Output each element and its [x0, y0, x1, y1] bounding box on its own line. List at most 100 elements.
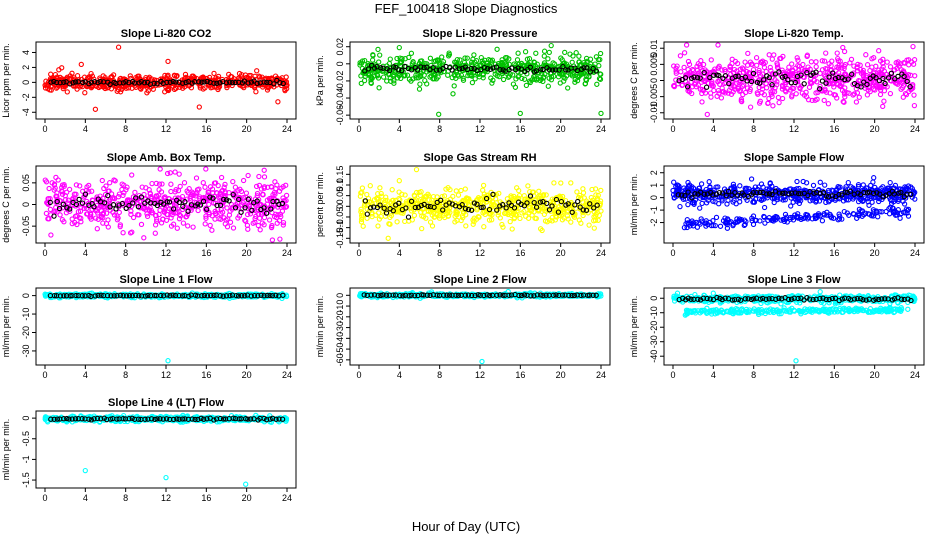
reference-point [716, 72, 722, 79]
data-point [177, 183, 183, 190]
data-point [223, 217, 229, 223]
data-point [173, 85, 179, 91]
y-tick-label: -0.04 [335, 88, 345, 109]
data-point [551, 61, 558, 67]
data-point [546, 75, 552, 81]
data-point [132, 83, 138, 89]
data-point [861, 72, 867, 79]
reference-point [757, 80, 763, 86]
reference-point [245, 196, 251, 202]
data-point [45, 82, 52, 88]
data-point [777, 55, 783, 62]
data-point [274, 75, 281, 81]
reference-point [166, 199, 173, 205]
outlier-point [78, 61, 84, 68]
data-point [732, 58, 739, 65]
data-points [42, 290, 290, 364]
reference-point [210, 195, 216, 201]
data-point [224, 205, 230, 211]
data-point [747, 86, 753, 92]
reference-point [587, 69, 593, 75]
reference-point [279, 200, 286, 207]
data-point [230, 204, 236, 210]
reference-point [56, 205, 63, 212]
data-point [254, 68, 260, 74]
data-point [709, 78, 715, 85]
data-point [377, 52, 383, 58]
data-point [128, 208, 134, 214]
reference-point [581, 65, 587, 71]
data-point [576, 53, 582, 59]
data-point [209, 227, 215, 233]
data-point [274, 220, 280, 226]
data-point [766, 52, 772, 58]
data-point [93, 215, 99, 221]
reference-point [769, 82, 775, 88]
x-tick-label: 24 [596, 248, 606, 258]
data-point [887, 179, 893, 186]
data-point [558, 180, 564, 186]
data-point [117, 89, 124, 95]
y-tick-label: -2 [649, 219, 659, 227]
data-point [488, 75, 494, 81]
data-point [159, 181, 165, 187]
data-point [202, 221, 208, 227]
reference-point [261, 79, 267, 85]
reference-point [248, 79, 255, 85]
y-tick-label: -1 [649, 206, 659, 214]
data-point [73, 182, 80, 188]
data-point [789, 85, 795, 91]
x-tick-label: 12 [161, 370, 171, 380]
reference-point [546, 67, 553, 73]
reference-point [813, 69, 819, 75]
data-point [686, 61, 693, 68]
data-point [152, 222, 159, 228]
reference-point [823, 80, 829, 86]
data-point [101, 185, 107, 192]
reference-point [91, 79, 98, 85]
x-tick-label: 20 [556, 248, 566, 258]
data-point [583, 76, 589, 82]
reference-point [70, 80, 76, 86]
data-point [48, 71, 54, 77]
data-point [271, 201, 277, 207]
data-point [111, 212, 118, 218]
data-point [864, 92, 871, 98]
data-point [698, 181, 705, 187]
data-point [78, 215, 84, 221]
data-point [125, 85, 132, 91]
data-point [411, 212, 418, 219]
reference-point [694, 75, 701, 81]
data-point [794, 55, 800, 61]
data-point [143, 185, 149, 191]
reference-point [211, 80, 217, 86]
data-point [56, 67, 62, 73]
data-point [253, 89, 259, 95]
data-point [763, 85, 770, 91]
data-point [59, 217, 66, 223]
data-point [261, 174, 268, 180]
data-point [513, 76, 519, 82]
data-point [562, 75, 568, 81]
y-axis-label: degrees C per min. [1, 166, 11, 243]
data-point [850, 92, 856, 98]
data-point [361, 77, 368, 84]
data-point [747, 104, 754, 110]
data-point [492, 61, 499, 67]
data-point [165, 72, 171, 78]
reference-point [105, 192, 111, 199]
data-point [481, 224, 487, 230]
data-point [819, 67, 826, 73]
data-point [878, 71, 885, 77]
data-point [578, 61, 584, 68]
reference-point [487, 66, 494, 72]
data-point [813, 64, 819, 70]
data-point [897, 215, 903, 221]
data-point [103, 220, 110, 227]
data-point [419, 225, 425, 232]
data-point [45, 216, 51, 222]
x-tick-label: 20 [556, 124, 566, 134]
data-point [206, 74, 213, 81]
data-point [527, 79, 533, 86]
